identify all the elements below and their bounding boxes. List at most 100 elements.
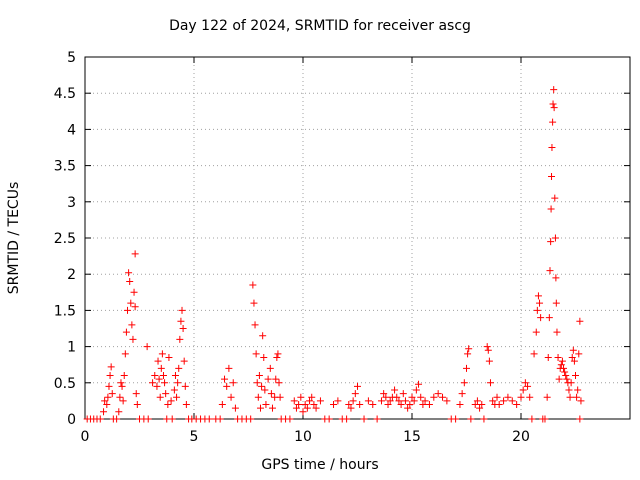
data-point	[178, 306, 186, 314]
data-point	[395, 397, 403, 405]
data-point	[356, 401, 364, 409]
data-point	[549, 118, 557, 126]
data-point	[569, 346, 577, 354]
data-point	[408, 393, 416, 401]
plot-border	[84, 56, 631, 420]
data-point	[504, 393, 512, 401]
data-point	[563, 375, 571, 383]
data-point	[115, 408, 123, 416]
data-point	[101, 397, 109, 405]
y-tick-label: 2.5	[54, 231, 76, 247]
data-point	[106, 372, 114, 380]
data-point	[144, 415, 152, 423]
data-point	[574, 386, 582, 394]
data-point	[312, 404, 320, 412]
data-point	[412, 386, 420, 394]
data-point	[334, 397, 342, 405]
data-point	[325, 415, 333, 423]
data-point	[218, 401, 226, 409]
data-point	[161, 379, 169, 387]
data-point	[485, 357, 493, 365]
data-point	[259, 332, 267, 340]
data-point	[548, 172, 556, 180]
data-point	[231, 404, 239, 412]
data-point	[301, 401, 309, 409]
data-point	[264, 375, 272, 383]
data-point	[316, 397, 324, 405]
data-point	[476, 404, 484, 412]
data-point	[173, 393, 181, 401]
data-point	[456, 401, 464, 409]
data-point	[425, 401, 433, 409]
data-point	[384, 401, 392, 409]
data-point	[545, 314, 553, 322]
data-point	[465, 345, 473, 353]
data-point	[131, 250, 139, 258]
data-point	[417, 393, 425, 401]
data-point	[573, 393, 581, 401]
data-point	[464, 350, 472, 358]
x-axis-label: GPS time / hours	[261, 457, 379, 473]
data-point	[568, 353, 576, 361]
data-point	[526, 393, 534, 401]
data-point	[517, 393, 525, 401]
data-point	[473, 397, 481, 405]
data-point	[430, 393, 438, 401]
data-point	[170, 386, 178, 394]
data-point	[550, 104, 558, 112]
data-point	[550, 86, 558, 94]
y-tick-label: 4	[67, 122, 76, 138]
data-point	[181, 382, 189, 390]
data-point	[560, 364, 568, 372]
data-point	[131, 303, 139, 311]
y-tick-label: 0.5	[54, 376, 76, 392]
x-tick-label: 5	[190, 429, 199, 445]
axes	[84, 56, 631, 420]
data-point	[546, 267, 554, 275]
data-point	[104, 393, 112, 401]
y-tick-label: 3.5	[54, 159, 76, 175]
data-point	[149, 379, 157, 387]
data-point	[256, 404, 264, 412]
data-point	[536, 299, 544, 307]
data-point	[572, 372, 579, 380]
data-point	[471, 401, 479, 409]
data-point	[167, 397, 175, 405]
data-point	[345, 401, 353, 409]
data-point	[528, 415, 536, 423]
data-point	[543, 393, 551, 401]
data-points	[83, 86, 585, 423]
data-point	[171, 372, 179, 380]
data-point	[406, 401, 414, 409]
data-point	[253, 379, 261, 387]
data-point	[275, 379, 283, 387]
data-point	[168, 415, 176, 423]
data-point	[121, 350, 129, 358]
data-point	[460, 379, 468, 387]
data-point	[174, 379, 182, 387]
data-point	[129, 335, 137, 343]
data-point	[299, 408, 307, 416]
data-point	[103, 401, 111, 409]
data-point	[268, 404, 276, 412]
data-point	[480, 415, 488, 423]
data-point	[221, 375, 229, 383]
data-point	[397, 401, 405, 409]
data-point	[124, 306, 132, 314]
data-point	[576, 415, 584, 423]
data-point	[130, 288, 138, 296]
y-tick-label: 1	[67, 340, 76, 356]
data-point	[347, 404, 355, 412]
data-point	[483, 343, 491, 351]
data-point	[261, 386, 269, 394]
data-point	[467, 415, 475, 423]
data-point	[478, 401, 486, 409]
data-point	[575, 350, 583, 358]
y-axis-label: SRMTID / TECUs	[6, 181, 22, 295]
data-point	[162, 390, 170, 398]
data-point	[486, 379, 494, 387]
data-point	[249, 281, 257, 289]
data-point	[108, 390, 116, 398]
data-point	[165, 353, 173, 361]
data-point	[118, 382, 126, 390]
